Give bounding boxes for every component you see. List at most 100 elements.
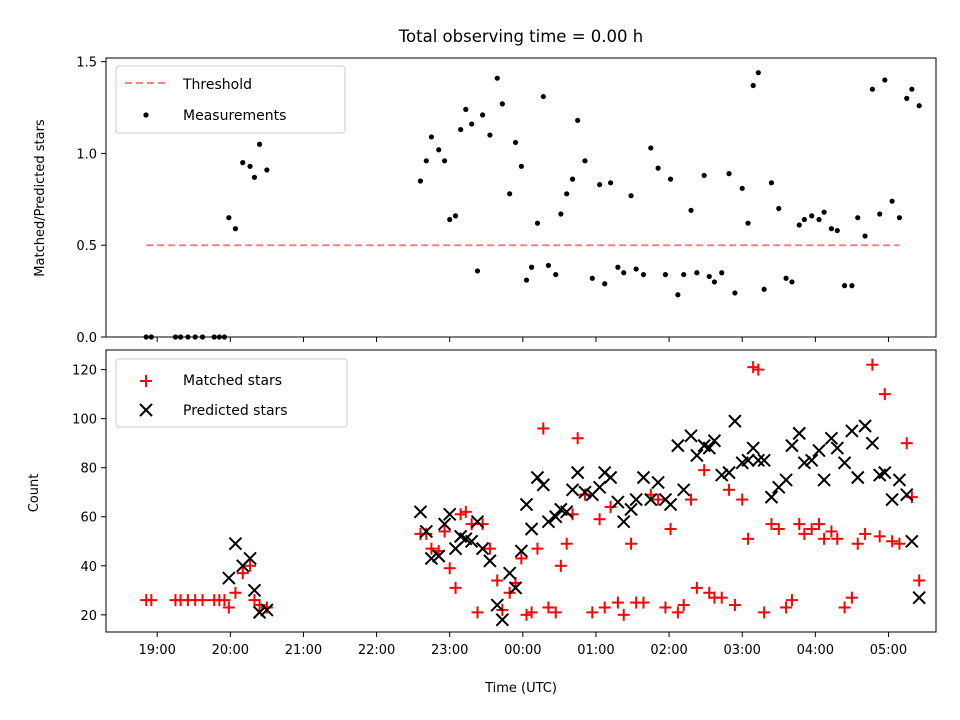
measurement-point — [648, 145, 654, 151]
measurement-point — [789, 279, 795, 285]
measurement-point — [458, 126, 464, 133]
matched-point — [617, 608, 630, 621]
chart-title: Total observing time = 0.00 h — [398, 27, 643, 46]
predicted-point — [764, 490, 779, 504]
predicted-point — [845, 424, 859, 438]
measurement-point — [597, 182, 603, 188]
bottom-y-tick-label: 60 — [80, 511, 97, 526]
predicted-point — [442, 507, 457, 522]
bottom-legend-box — [115, 358, 348, 428]
measurement-point — [615, 264, 621, 270]
predicted-point — [905, 534, 919, 548]
predicted-point — [865, 436, 880, 450]
measurement-point — [480, 112, 486, 118]
matched-point — [549, 606, 562, 619]
bottom-plot-area — [140, 358, 926, 627]
predicted-point — [629, 492, 643, 507]
predicted-point — [663, 497, 678, 512]
measurement-point — [474, 268, 481, 274]
measurement-point — [719, 270, 725, 276]
predicted-point — [490, 598, 504, 612]
matched-point — [818, 532, 831, 545]
legend-threshold-label: Threshold — [182, 77, 252, 93]
matched-point — [798, 527, 811, 540]
legend-measurements-marker — [143, 112, 149, 118]
measurement-point — [256, 141, 263, 147]
matched-point — [825, 525, 838, 538]
predicted-point — [830, 441, 844, 455]
predicted-point — [851, 470, 865, 485]
measurement-point — [602, 281, 608, 287]
measurement-point — [529, 264, 535, 270]
predicted-point — [684, 429, 698, 443]
matched-point — [449, 581, 462, 594]
matched-point — [671, 606, 684, 619]
matched-point — [537, 422, 550, 435]
legend-predicted-label: Predicted stars — [183, 403, 288, 419]
predicted-point — [228, 537, 243, 551]
matched-point — [859, 527, 872, 540]
x-tick-label: 05:00 — [870, 643, 907, 658]
matched-point — [793, 518, 806, 531]
measurement-point — [540, 93, 546, 100]
measurement-point — [681, 271, 687, 278]
predicted-point — [817, 473, 831, 487]
matched-point — [866, 358, 879, 371]
bottom-y-tick-label: 120 — [72, 364, 97, 379]
predicted-point — [252, 605, 267, 620]
predicted-point — [448, 541, 463, 556]
bottom-legend: Matched stars Predicted stars — [115, 358, 348, 428]
predicted-point — [885, 492, 899, 507]
x-tick-label: 01:00 — [577, 643, 614, 658]
matched-point — [554, 559, 567, 572]
measurement-point — [776, 205, 782, 212]
measurement-point — [688, 207, 694, 213]
matched-point — [685, 493, 698, 506]
legend-predicted-marker — [139, 403, 153, 417]
matched-point — [838, 601, 851, 614]
x-tick-label: 22:00 — [358, 643, 395, 658]
predicted-point — [559, 505, 574, 519]
matched-point — [515, 552, 528, 565]
predicted-point — [549, 510, 563, 524]
matched-point — [260, 601, 273, 614]
measurement-point — [904, 95, 910, 101]
x-tick-label: 23:00 — [431, 643, 468, 658]
predicted-point — [746, 441, 760, 455]
matched-point — [611, 596, 624, 609]
matched-point — [425, 542, 438, 555]
matched-point — [873, 530, 886, 543]
predicted-point — [671, 438, 685, 453]
ratio-panel: Total observing time = 0.00 h Matched/Pr… — [33, 27, 937, 346]
measurement-point — [423, 158, 429, 164]
measurement-point — [821, 209, 827, 215]
predicted-point — [617, 514, 631, 529]
predicted-point — [878, 465, 892, 480]
measurement-point — [499, 101, 505, 107]
predicted-point — [858, 419, 872, 433]
measurement-point — [463, 106, 469, 112]
predicted-point — [792, 426, 806, 441]
top-y-axis-label: Matched/Predicted stars — [33, 119, 48, 277]
measurement-point — [711, 279, 718, 285]
matched-point — [845, 591, 858, 604]
predicted-point — [751, 453, 766, 468]
matched-point — [758, 606, 771, 619]
matched-point — [578, 488, 591, 501]
top-legend: Threshold Measurements — [115, 65, 346, 134]
matched-point — [598, 601, 611, 614]
predicted-point — [651, 475, 665, 490]
top-y-ticks: 0.0 0.5 1.0 1.5 — [76, 56, 106, 346]
matched-point — [222, 601, 235, 614]
matched-point — [723, 483, 736, 496]
measurement-point — [755, 70, 761, 76]
predicted-point — [432, 549, 446, 563]
matched-point — [652, 493, 665, 506]
legend-matched-label: Matched stars — [183, 373, 282, 389]
measurement-point — [750, 82, 756, 89]
measurement-point — [640, 271, 647, 278]
matched-point — [236, 567, 249, 580]
predicted-point — [243, 551, 257, 566]
matched-point — [900, 437, 913, 450]
bottom-y-tick-label: 100 — [72, 413, 97, 428]
